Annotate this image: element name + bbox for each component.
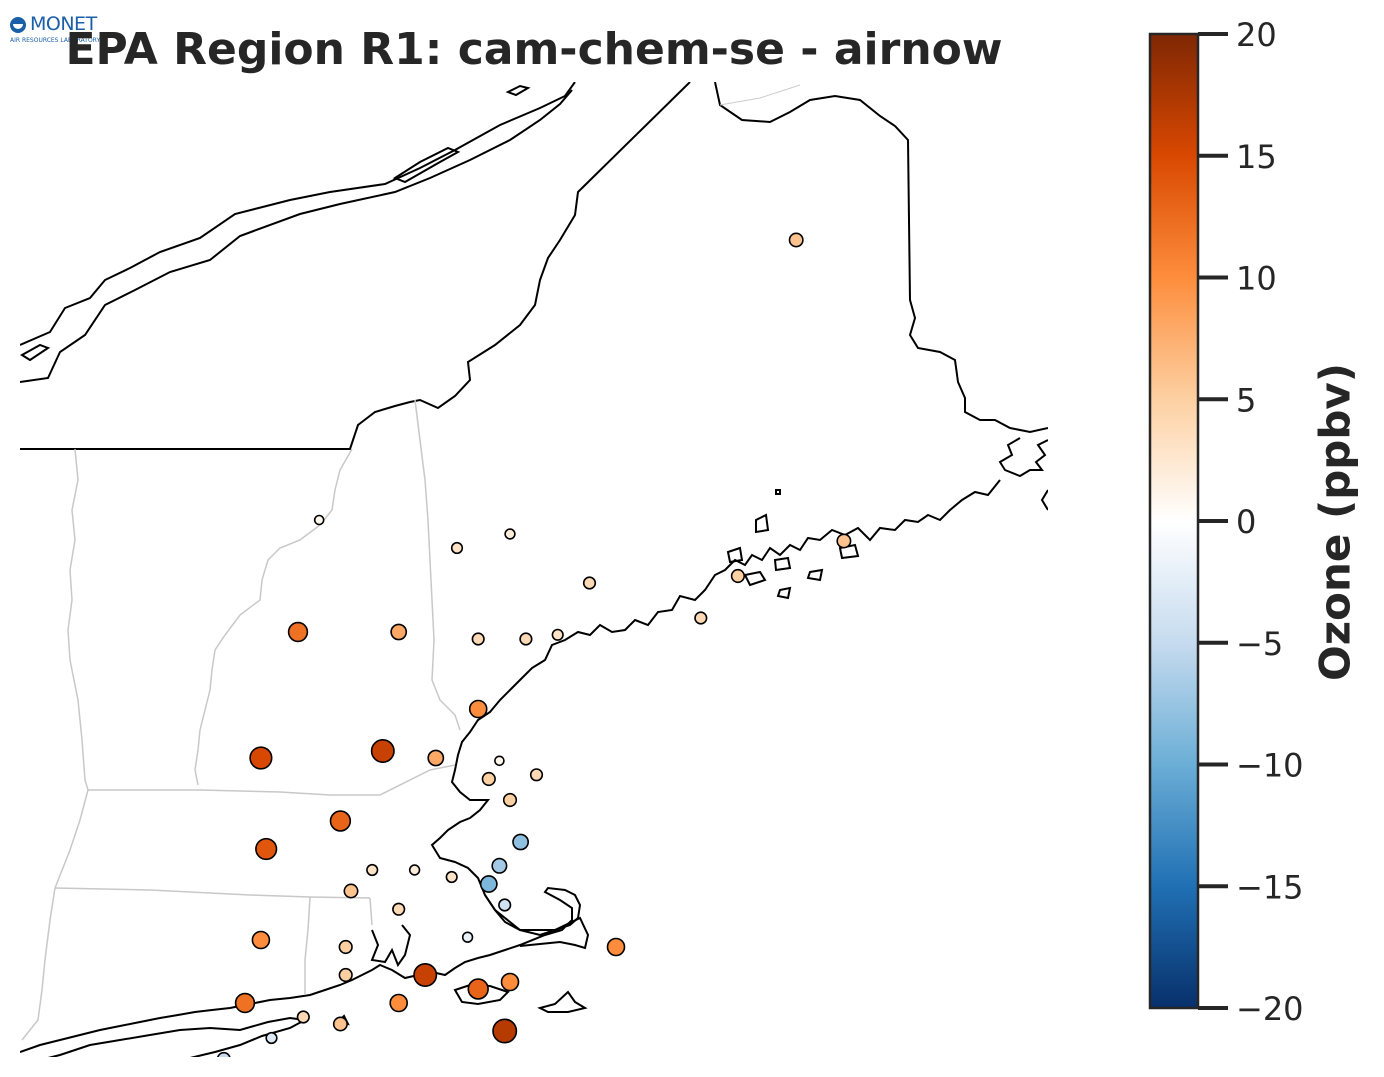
colorbar-tick-label: −15 — [1236, 868, 1304, 906]
station-marker — [287, 621, 309, 643]
nantucket — [537, 990, 588, 1013]
station-marker — [504, 528, 516, 540]
station-marker — [694, 611, 708, 625]
station-marker — [450, 541, 464, 555]
station-marker — [519, 632, 533, 646]
station-marker — [502, 792, 518, 808]
gulf-shore-north — [719, 84, 801, 106]
station-marker — [390, 623, 408, 641]
station-marker — [836, 533, 852, 549]
colorbar: 20 15 10 5 0 −5 −10 −15 −20 — [1148, 16, 1304, 1028]
station-marker — [296, 1010, 310, 1024]
basemap — [20, 82, 1048, 1057]
station-markers — [216, 232, 852, 1057]
river-small-island — [505, 84, 531, 97]
maine-islands — [726, 489, 860, 600]
station-marker — [512, 833, 529, 851]
cape-cod — [484, 894, 590, 950]
logo-wordmark: MONET — [30, 13, 97, 35]
colorbar-tick-label: −20 — [1236, 990, 1304, 1028]
long-island-north-shore — [47, 1016, 309, 1057]
station-marker — [255, 837, 278, 861]
ct-ri-border — [304, 896, 311, 995]
station-marker — [392, 902, 406, 916]
colorbar-tick-label: 15 — [1236, 138, 1277, 176]
maine-north-border — [714, 82, 1048, 434]
station-marker — [313, 514, 325, 526]
station-marker — [491, 857, 508, 874]
station-marker — [529, 768, 544, 782]
colorbar-tick-label: 0 — [1236, 503, 1256, 541]
station-marker — [606, 937, 626, 957]
colorbar-tick-label: 10 — [1236, 260, 1277, 298]
station-marker — [582, 576, 597, 590]
station-marker — [249, 746, 273, 770]
station-marker — [332, 1016, 348, 1032]
station-marker — [265, 1031, 278, 1045]
canada-us-border — [20, 82, 691, 450]
colorbar-label: Ozone (ppbv) — [1310, 363, 1360, 681]
station-marker — [408, 864, 421, 876]
station-marker — [788, 232, 804, 248]
colorbar-scale — [1148, 32, 1200, 1010]
station-marker — [481, 771, 496, 787]
new-england-coastline — [20, 479, 1001, 1053]
ri-ma-border — [369, 897, 373, 926]
map-title: EPA Region R1: cam-chem-se - airnow — [65, 24, 1003, 75]
station-marker — [461, 931, 474, 943]
ny-vt-border — [67, 448, 89, 791]
station-marker — [216, 1051, 231, 1057]
ma-north-border — [88, 764, 456, 796]
station-marker — [500, 972, 520, 992]
station-marker — [492, 1018, 518, 1044]
colorbar-ticks: 20 15 10 5 0 −5 −10 −15 −20 — [1198, 16, 1304, 1028]
station-marker — [234, 992, 256, 1014]
station-marker — [389, 993, 409, 1013]
station-marker — [343, 883, 359, 899]
river-north-bank — [20, 82, 576, 346]
logo-subtitle: AIR RESOURCES LABORATORY — [10, 37, 101, 44]
ma-west-border — [54, 789, 89, 889]
station-marker — [730, 568, 746, 584]
station-marker — [370, 738, 395, 763]
monet-logo: MONET AIR RESOURCES LABORATORY — [10, 13, 130, 48]
nh-me-border — [414, 399, 461, 731]
station-marker — [551, 628, 564, 641]
noaa-logo-icon — [10, 17, 26, 33]
state-borders — [21, 399, 461, 1041]
vt-nh-border — [194, 448, 353, 786]
station-marker — [338, 967, 353, 983]
narragansett-bay — [370, 924, 412, 968]
station-marker — [329, 810, 352, 832]
ma-south-border — [54, 887, 371, 899]
station-marker — [471, 632, 485, 646]
colorbar-tick-label: −5 — [1236, 625, 1283, 663]
station-marker — [366, 863, 379, 877]
station-marker — [479, 875, 498, 893]
station-marker — [467, 978, 489, 1000]
station-marker — [427, 749, 445, 767]
river-island — [392, 146, 461, 184]
ct-west-border — [21, 887, 56, 1041]
station-marker — [468, 699, 488, 719]
station-marker — [498, 898, 512, 912]
colorbar-tick-label: 5 — [1236, 381, 1256, 419]
colorbar-tick-label: −10 — [1236, 747, 1304, 785]
river-south-bank — [20, 89, 573, 383]
colorbar-tick-label: 20 — [1236, 16, 1277, 54]
river-island-west — [20, 343, 51, 362]
nova-scotia-edge — [1040, 489, 1048, 511]
station-marker — [251, 930, 271, 950]
station-marker — [413, 962, 438, 987]
station-marker — [338, 939, 353, 955]
bay-of-fundy-shore — [998, 437, 1048, 478]
station-marker — [494, 755, 505, 767]
station-marker — [445, 870, 458, 884]
